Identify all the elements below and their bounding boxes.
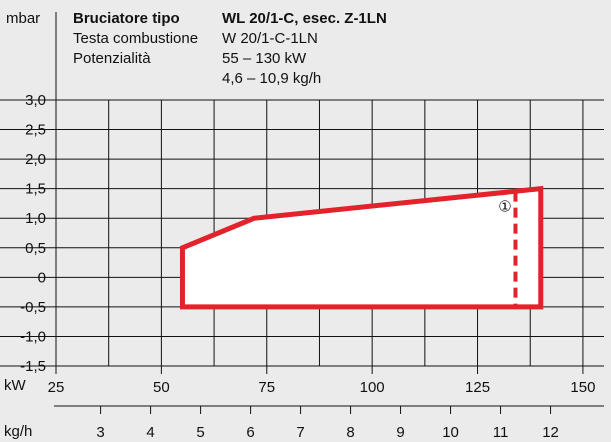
axis-ticks: 3,02,52,01,51,00,50-0,5-1,0-1,525 50 75 100… <box>20 92 595 441</box>
y-tick-label: 3,0 <box>25 92 46 109</box>
x2-tick-label: 11 <box>493 424 509 441</box>
x2-tick-label: 8 <box>346 424 354 441</box>
combustion-head-label: Testa combustione <box>73 30 199 47</box>
y-tick-label: -1,5 <box>20 358 46 375</box>
x-tick-label: 150 <box>570 379 595 396</box>
x-tick-label: 25 <box>48 379 65 396</box>
x2-tick-label: 6 <box>246 424 254 441</box>
working-field-outline <box>179 185 544 310</box>
x2-tick-label: 12 <box>542 424 559 441</box>
burner-type-label: Bruciatore tipo <box>73 10 180 27</box>
y-tick-label: 2,5 <box>25 122 46 139</box>
x-tick-label: 50 <box>153 379 170 396</box>
x2-tick-label: 5 <box>196 424 204 441</box>
y-tick-label: 0,5 <box>25 240 46 257</box>
capacity-value-kgh: 4,6 – 10,9 kg/h <box>222 70 322 87</box>
y-tick-label: 0 <box>38 269 46 286</box>
y-tick-label: -1,0 <box>20 328 46 345</box>
x-tick-label: 100 <box>360 379 385 396</box>
y-tick-label: -0,5 <box>20 299 46 316</box>
capacity-label: Potenzialità <box>73 50 151 67</box>
x-tick-label: 75 <box>258 379 275 396</box>
x-tick-label: 125 <box>465 379 490 396</box>
y-tick-label: 2,0 <box>25 151 46 168</box>
y-axis-unit: mbar <box>6 10 41 27</box>
annotation-marker: ① <box>498 197 511 215</box>
combustion-head-value: W 20/1-C-1LN <box>222 30 318 47</box>
x2-tick-label: 4 <box>146 424 154 441</box>
x-axis-unit-kgh: kg/h <box>4 423 33 440</box>
burner-type-value: WL 20/1-C, esec. Z-1LN <box>222 10 387 27</box>
x2-tick-label: 9 <box>396 424 404 441</box>
capacity-value-kw: 55 – 130 kW <box>222 50 307 67</box>
y-tick-label: 1,5 <box>25 181 46 198</box>
y-tick-label: 1,0 <box>25 210 46 227</box>
x2-tick-label: 3 <box>96 424 104 441</box>
working-field: ① <box>179 185 544 310</box>
x-axis-unit-kw: kW <box>4 377 26 394</box>
x2-tick-label: 10 <box>442 424 459 441</box>
x2-tick-label: 7 <box>296 424 304 441</box>
